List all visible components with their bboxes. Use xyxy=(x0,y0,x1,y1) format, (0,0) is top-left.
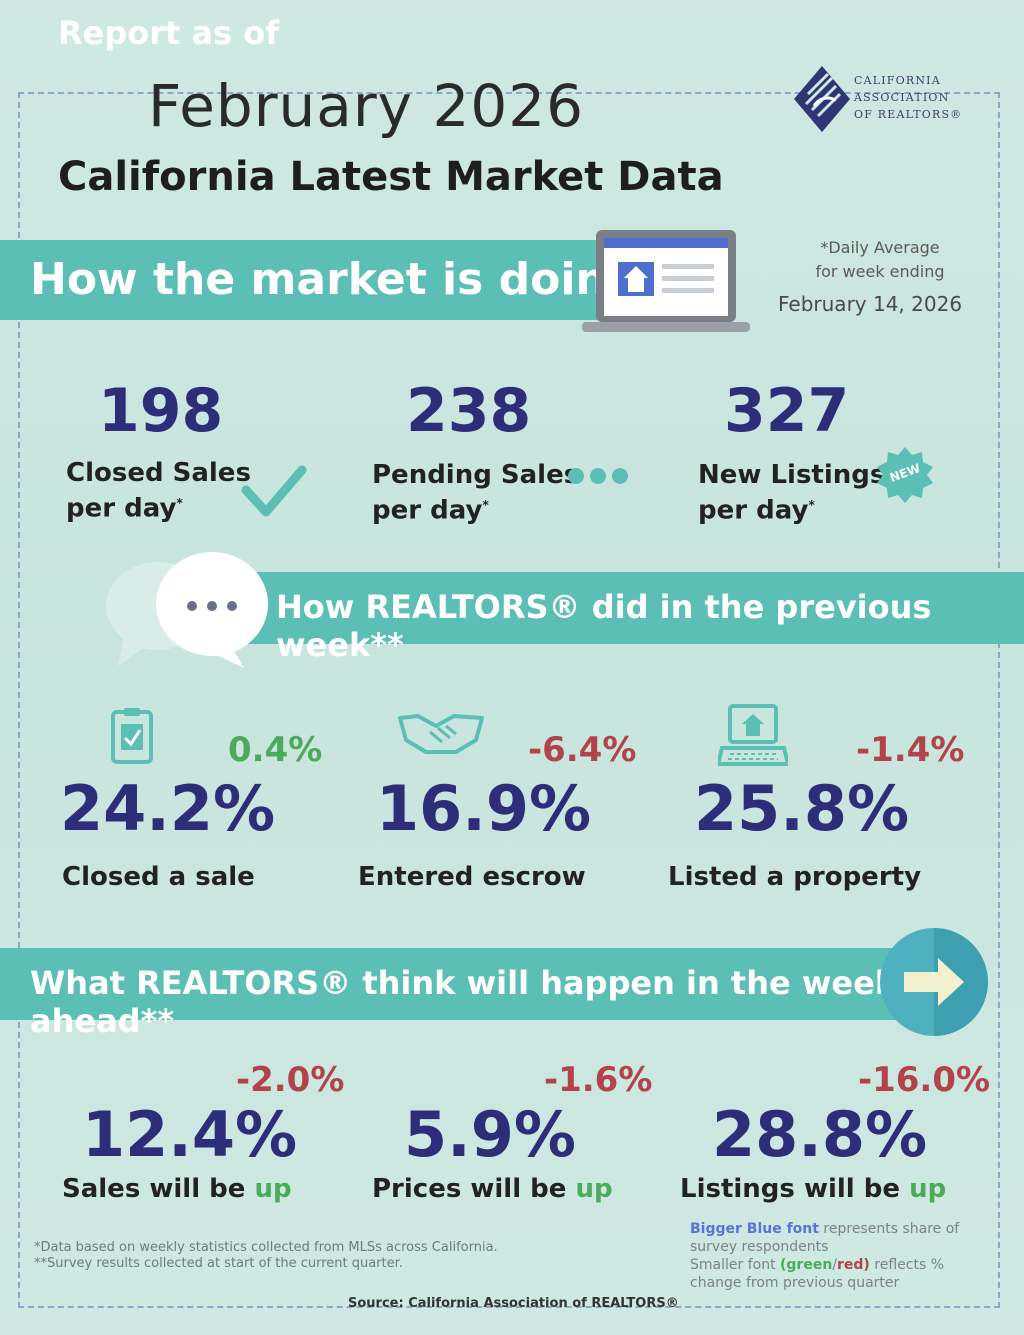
section3-title: What REALTORS® think will happen in the … xyxy=(30,964,897,1040)
closed-sale-value: 24.2% xyxy=(60,772,276,845)
handshake-icon xyxy=(398,714,484,754)
pending-sales-value: 238 xyxy=(406,376,532,446)
closed-sale-change: 0.4% xyxy=(228,730,323,770)
car-logo-icon xyxy=(794,66,850,132)
logo-line-3: OF REALTORS® xyxy=(854,108,963,121)
closed-sales-label-line1: Closed Sales xyxy=(66,458,251,488)
closed-sales-label: Closed Sales per day* xyxy=(66,458,251,524)
arrow-circle xyxy=(880,928,988,1036)
section1-banner xyxy=(0,240,610,320)
note-date: February 14, 2026 xyxy=(778,292,963,316)
section2-title: How REALTORS® did in the previous week** xyxy=(276,588,932,664)
legend-red: red) xyxy=(837,1257,870,1273)
report-month: February 2026 xyxy=(148,72,585,140)
listed-property-change: -1.4% xyxy=(856,730,965,770)
entered-escrow-label: Entered escrow xyxy=(358,862,586,892)
new-listings-value: 327 xyxy=(724,376,850,446)
pending-sales-label-line2-wrap: per day* xyxy=(372,495,489,526)
prices-up-label-suffix: up xyxy=(575,1174,613,1204)
laptop-house-icon xyxy=(718,704,788,766)
listings-up-label-suffix: up xyxy=(909,1174,947,1204)
section3-banner xyxy=(0,948,910,1020)
listings-up-change: -16.0% xyxy=(858,1060,991,1100)
legend-blue-rest: represents share of survey respondents xyxy=(690,1221,960,1255)
speech-bubbles-icon xyxy=(106,552,268,668)
logo-line-2: ASSOCIATION xyxy=(854,91,950,104)
source-line: Source: California Association of REALTO… xyxy=(348,1296,679,1311)
pending-sales-label-line2: per day xyxy=(372,495,483,526)
entered-escrow-value: 16.9% xyxy=(376,772,592,845)
sales-up-label-prefix: Sales will be xyxy=(62,1174,255,1204)
prices-up-change: -1.6% xyxy=(544,1060,653,1100)
arrow-right-icon xyxy=(904,928,988,1036)
sales-up-change: -2.0% xyxy=(236,1060,345,1100)
listings-up-label-prefix: Listings will be xyxy=(680,1174,910,1204)
legend-small-b: reflects % change from previous quarter xyxy=(690,1257,945,1291)
clipboard-icon xyxy=(111,708,153,764)
new-listings-label-line1: New Listings xyxy=(698,460,886,490)
new-listings-label-line2: per day xyxy=(698,495,809,526)
legend-green: (green xyxy=(780,1257,833,1273)
footnotes: *Data based on weekly statistics collect… xyxy=(34,1240,498,1272)
prices-up-label-prefix: Prices will be xyxy=(372,1174,576,1204)
legend-blue: Bigger Blue font xyxy=(690,1221,819,1237)
laptop-icon xyxy=(582,230,750,332)
note-line-1: *Daily Average xyxy=(820,238,940,257)
footnote-2: **Survey results collected at start of t… xyxy=(34,1256,403,1271)
closed-sales-value: 198 xyxy=(98,376,224,446)
listings-up-value: 28.8% xyxy=(712,1098,928,1171)
dots-icon xyxy=(568,468,628,484)
section1-title: How the market is doing* xyxy=(30,254,662,305)
section2-banner xyxy=(240,572,1024,644)
pending-sales-label-line1: Pending Sales xyxy=(372,460,580,490)
new-badge-icon: NEW xyxy=(876,446,934,504)
listed-property-label: Listed a property xyxy=(668,862,922,892)
sales-up-label: Sales will be up xyxy=(62,1174,292,1204)
note-line-2: for week ending xyxy=(815,262,945,281)
checkmark-icon xyxy=(241,465,307,517)
new-listings-label-line2-wrap: per day* xyxy=(698,495,815,526)
report-as-of: Report as of xyxy=(58,14,280,52)
legend-blue-line: Bigger Blue font represents share of sur… xyxy=(690,1220,990,1256)
logo-text: CALIFORNIA ASSOCIATION OF REALTORS® xyxy=(854,72,962,123)
closed-sales-label-line2-wrap: per day* xyxy=(66,493,183,524)
page-title: California Latest Market Data xyxy=(58,154,724,200)
legend-small-a: Smaller font xyxy=(690,1257,781,1273)
daily-average-note: *Daily Average for week ending xyxy=(780,236,980,284)
footnote-1: *Data based on weekly statistics collect… xyxy=(34,1240,498,1255)
listed-property-value: 25.8% xyxy=(694,772,910,845)
legend-slash: / xyxy=(832,1257,838,1273)
prices-up-value: 5.9% xyxy=(404,1098,576,1171)
logo-line-1: CALIFORNIA xyxy=(854,74,941,87)
legend-small-line: Smaller font (green/red) reflects % chan… xyxy=(690,1256,990,1292)
prices-up-label: Prices will be up xyxy=(372,1174,613,1204)
closed-sales-label-line2: per day xyxy=(66,493,177,524)
legend-note: Bigger Blue font represents share of sur… xyxy=(690,1220,990,1292)
dotted-frame xyxy=(18,92,1000,1308)
listings-up-label: Listings will be up xyxy=(680,1174,946,1204)
sales-up-label-suffix: up xyxy=(254,1174,292,1204)
car-logo: CALIFORNIA ASSOCIATION OF REALTORS® xyxy=(792,64,977,134)
pending-sales-label: Pending Sales per day* xyxy=(372,460,579,526)
new-listings-label: New Listings per day* xyxy=(698,460,885,526)
closed-sale-label: Closed a sale xyxy=(62,862,255,892)
sales-up-value: 12.4% xyxy=(82,1098,298,1171)
entered-escrow-change: -6.4% xyxy=(528,730,637,770)
